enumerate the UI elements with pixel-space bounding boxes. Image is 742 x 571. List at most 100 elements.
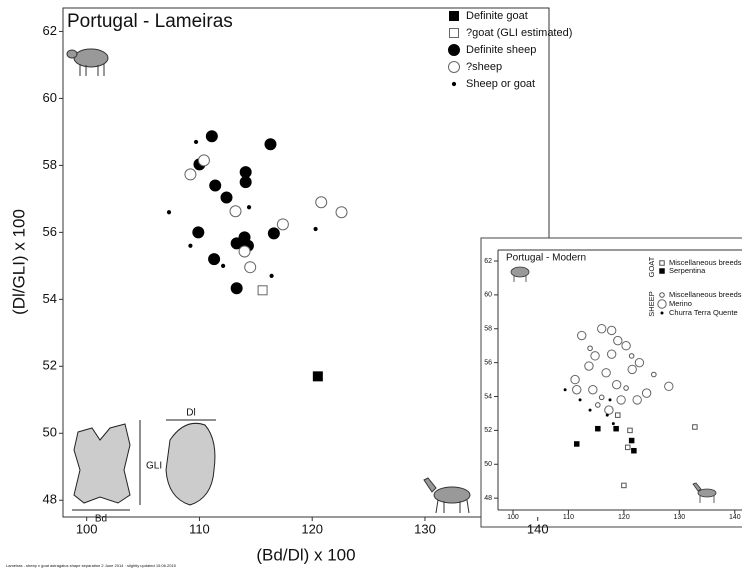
footer: Lameiras - sheep v goat astragalus shape… <box>6 563 177 568</box>
legend-group: SHEEP <box>647 291 656 316</box>
marker <box>692 424 698 430</box>
marker <box>315 196 328 209</box>
marker <box>611 422 615 426</box>
marker <box>584 361 594 371</box>
y-tick-label: 58 <box>484 326 492 333</box>
marker <box>634 357 645 368</box>
marker <box>608 398 612 402</box>
marker <box>264 138 277 151</box>
x-tick-label: 120 <box>618 514 630 521</box>
inset-title: Portugal - Modern <box>506 253 586 264</box>
y-tick-label: 52 <box>43 358 57 373</box>
marker <box>605 413 609 417</box>
x-axis-label: (Bd/Dl) x 100 <box>256 545 355 564</box>
marker <box>587 345 593 352</box>
marker <box>625 444 631 451</box>
marker <box>335 206 348 219</box>
marker <box>570 374 580 385</box>
marker <box>621 341 631 351</box>
marker <box>244 261 257 274</box>
marker <box>598 394 605 401</box>
marker <box>615 412 621 418</box>
y-tick-label: 48 <box>484 495 492 502</box>
marker <box>604 405 614 415</box>
marker <box>632 395 642 405</box>
marker <box>563 388 567 392</box>
marker <box>197 154 210 167</box>
marker <box>621 482 627 489</box>
marker <box>613 335 623 346</box>
marker <box>230 282 243 295</box>
marker <box>313 226 318 232</box>
marker <box>651 371 657 378</box>
goat-icon <box>692 482 717 503</box>
marker <box>193 139 199 145</box>
marker <box>659 268 665 274</box>
marker <box>448 44 460 56</box>
marker <box>205 130 218 143</box>
y-axis-label: (Dl/GLI) x 100 <box>9 209 28 315</box>
legend-label: Merino <box>669 299 692 308</box>
marker <box>239 176 252 189</box>
marker <box>588 408 592 412</box>
legend-label: Churra Terra Quente <box>669 308 738 317</box>
marker <box>230 237 243 250</box>
marker <box>659 292 665 298</box>
marker <box>606 325 617 336</box>
marker <box>578 398 582 402</box>
marker <box>628 437 635 444</box>
legend-label: Miscellaneous breeds <box>669 258 742 267</box>
y-tick-label: 60 <box>484 292 492 299</box>
y-tick-label: 62 <box>43 23 57 38</box>
marker <box>184 168 197 181</box>
marker <box>623 385 629 391</box>
marker <box>451 81 457 87</box>
marker <box>597 324 607 334</box>
y-tick-label: 56 <box>43 224 57 239</box>
marker <box>659 260 665 266</box>
marker <box>209 179 222 192</box>
chart-title: Portugal - Lameiras <box>67 11 233 32</box>
marker <box>239 166 252 179</box>
marker <box>221 263 226 268</box>
marker <box>627 427 633 434</box>
marker <box>269 273 274 278</box>
marker <box>657 299 667 309</box>
x-tick-label: 140 <box>729 514 741 521</box>
x-tick-label: 110 <box>189 521 210 536</box>
legend-label: Definite goat <box>466 10 528 22</box>
marker <box>448 61 460 73</box>
x-tick-label: 130 <box>414 521 436 536</box>
legend-label: Miscellaneous breeds <box>669 290 742 299</box>
marker <box>449 28 459 38</box>
legend-label: Sheep or goat <box>466 78 535 90</box>
marker <box>631 447 637 454</box>
sheep-icon <box>66 48 109 76</box>
x-tick-label: 110 <box>563 514 574 521</box>
illustration-label: Bd <box>95 514 107 525</box>
marker <box>257 285 268 296</box>
marker <box>613 425 619 432</box>
illustration-label: Dl <box>186 408 195 419</box>
legend-label: ?sheep <box>466 61 502 73</box>
x-tick-label: 120 <box>301 521 323 536</box>
y-tick-label: 56 <box>484 359 492 366</box>
marker <box>238 245 251 258</box>
marker <box>229 205 242 218</box>
marker <box>276 218 289 231</box>
bone-illustration <box>72 419 216 511</box>
marker <box>208 253 221 266</box>
y-tick-label: 50 <box>43 425 57 440</box>
marker <box>627 364 637 375</box>
goat-icon <box>423 477 471 514</box>
illustration-label: GLI <box>146 461 162 472</box>
x-tick-label: 130 <box>673 514 685 521</box>
marker <box>246 205 252 210</box>
marker <box>606 349 617 359</box>
marker <box>616 395 626 405</box>
x-tick-label: 140 <box>527 521 549 536</box>
y-tick-label: 50 <box>484 461 492 468</box>
y-tick-label: 52 <box>484 427 492 434</box>
marker <box>192 226 205 239</box>
